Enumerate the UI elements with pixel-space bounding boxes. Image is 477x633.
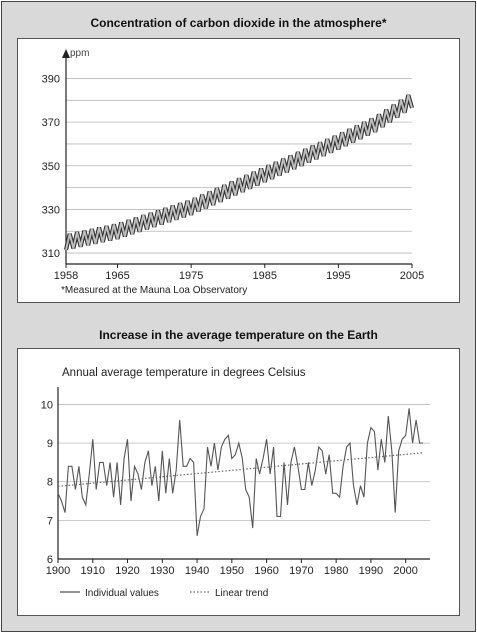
co2-y-tick-label: 390 [42, 73, 60, 85]
co2-y-axis-label: ppm [70, 48, 89, 59]
co2-x-tick-label: 2005 [400, 270, 424, 282]
temperature-x-tick-label: 1910 [81, 565, 105, 577]
co2-chart: ppm 310 330 350 370 390 1958 1965 1975 1985 1995 20… [42, 48, 425, 282]
co2-x-tick-label: 1965 [105, 270, 129, 282]
temperature-chart: Annual average temperature in degrees Ce… [41, 367, 430, 599]
temperature-x-tick-label: 1900 [46, 565, 70, 577]
co2-x-tick-label: 1985 [253, 270, 277, 282]
temperature-x-tick-label: 1920 [115, 565, 139, 577]
temperature-x-tick-label: 1930 [150, 565, 174, 577]
temperature-linear-trend-line [57, 452, 424, 487]
co2-y-tick-label: 330 [42, 204, 60, 216]
co2-y-tick-label: 310 [42, 248, 60, 260]
co2-y-axis-arrow-icon [62, 49, 70, 58]
temperature-chart-title: Increase in the average temperature on t… [99, 328, 378, 342]
temperature-chart-panel: Annual average temperature in degrees Ce… [17, 348, 460, 616]
temperature-x-tick-label: 2000 [393, 565, 417, 577]
temperature-y-tick-label: 9 [47, 438, 53, 450]
temperature-x-tick-label: 1940 [185, 565, 209, 577]
co2-series-line-outline [63, 94, 415, 251]
temperature-x-tick-label: 1960 [254, 565, 278, 577]
temperature-x-tick-label: 1980 [324, 565, 348, 577]
co2-series-line [65, 94, 413, 251]
co2-y-tick-label: 370 [42, 117, 60, 129]
legend-individual-values-label: Individual values [85, 588, 159, 599]
temperature-x-tick-label: 1990 [359, 565, 383, 577]
co2-y-tick-label: 350 [42, 161, 60, 173]
co2-x-tick-label: 1958 [54, 270, 78, 282]
temperature-x-tick-label: 1970 [289, 565, 313, 577]
temperature-y-tick-label: 8 [47, 477, 53, 489]
temperature-individual-values-line [57, 408, 423, 536]
temperature-y-tick-label: 6 [47, 554, 53, 566]
co2-footnote: *Measured at the Mauna Loa Observatory [61, 285, 248, 296]
temperature-y-tick-label: 7 [47, 515, 53, 527]
temperature-x-tick-label: 1950 [220, 565, 244, 577]
co2-x-tick-label: 1975 [179, 270, 203, 282]
legend-linear-trend-label: Linear trend [215, 588, 268, 599]
co2-x-tick-label: 1995 [326, 270, 350, 282]
temperature-subtitle: Annual average temperature in degrees Ce… [62, 367, 306, 379]
temperature-y-tick-label: 10 [41, 399, 53, 411]
co2-chart-panel: ppm 310 330 350 370 390 1958 1965 1975 1985 1995 20… [17, 38, 460, 303]
co2-chart-title: Concentration of carbon dioxide in the a… [90, 16, 387, 30]
